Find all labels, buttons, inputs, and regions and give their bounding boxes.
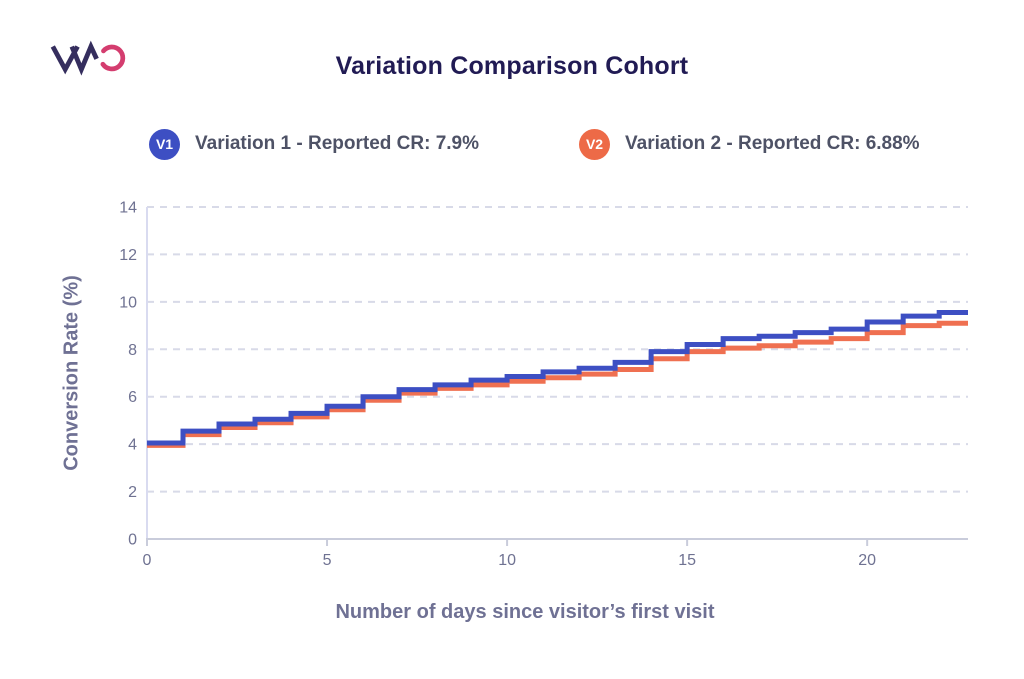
x-tick-label-20: 20: [858, 552, 876, 569]
vwo-logo: [50, 40, 126, 76]
y-tick-label-4: 4: [128, 437, 137, 454]
legend-item-variation-1: V1 Variation 1 - Reported CR: 7.9%: [149, 128, 479, 160]
x-tick-label-15: 15: [678, 552, 696, 569]
legend-label-variation-2: Variation 2 - Reported CR: 6.88%: [625, 133, 920, 154]
y-tick-label-8: 8: [128, 342, 137, 359]
y-axis-title: Conversion Rate (%): [60, 275, 83, 471]
legend-badge-v1: V1: [149, 128, 180, 160]
legend-label-variation-1: Variation 1 - Reported CR: 7.9%: [195, 133, 480, 154]
y-tick-label-10: 10: [119, 294, 137, 311]
y-tick-label-14: 14: [119, 200, 137, 217]
x-axis-title: Number of days since visitor’s first vis…: [335, 601, 715, 623]
page-title: Variation Comparison Cohort: [335, 52, 689, 80]
x-tick-label-10: 10: [498, 552, 516, 569]
logo-w-stroke: [69, 40, 99, 76]
legend-item-variation-2: V2 Variation 2 - Reported CR: 6.88%: [579, 128, 920, 160]
series-line-variation-2: [147, 320, 968, 448]
y-tick-label-2: 2: [128, 484, 137, 501]
y-tick-label-12: 12: [119, 247, 137, 264]
logo-o-stroke: [100, 44, 126, 72]
y-tick-label-6: 6: [128, 389, 137, 406]
x-tick-label-5: 5: [323, 552, 332, 569]
x-tick-label-0: 0: [143, 552, 152, 569]
legend-badge-v2: V2: [579, 128, 610, 160]
series-line-variation-1: [147, 310, 968, 446]
y-tick-label-0: 0: [128, 532, 137, 549]
